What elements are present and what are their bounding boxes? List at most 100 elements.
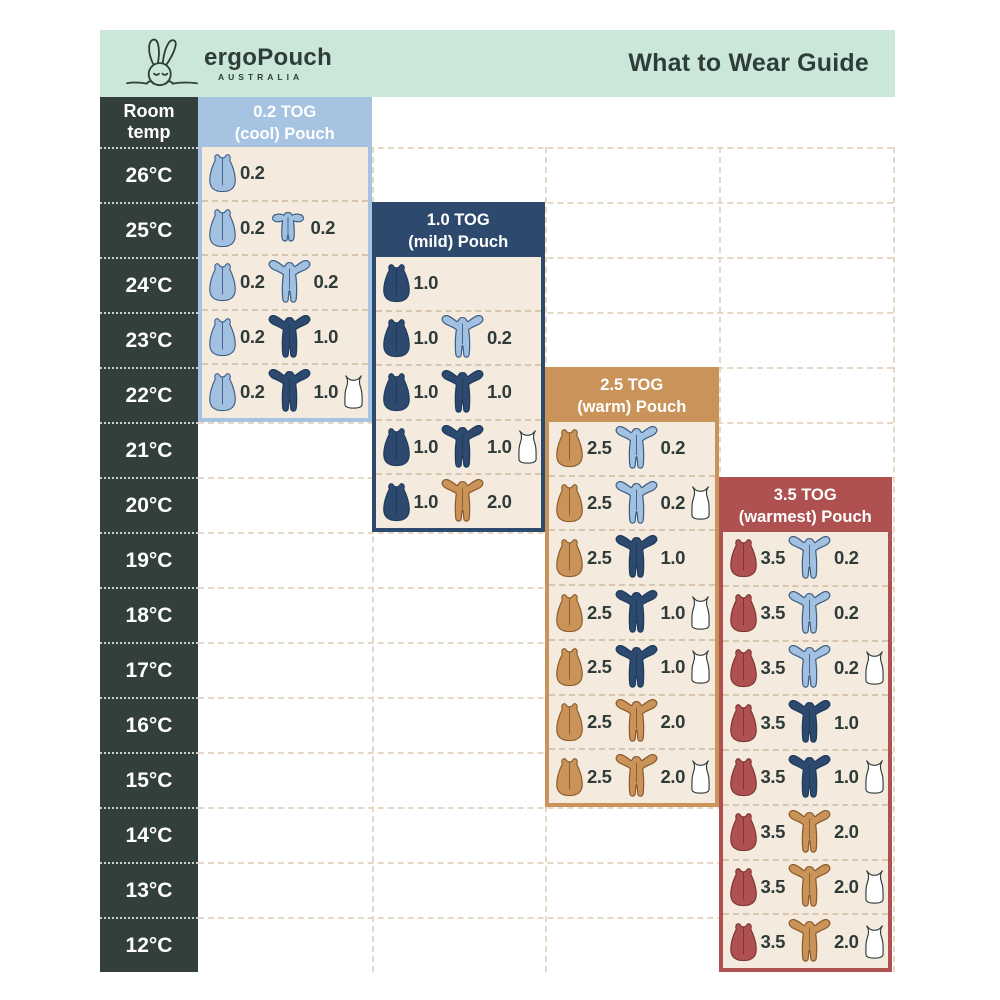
guide-row-3-5-tog-12c: 3.5 2.0 [722,913,888,968]
room-temp-header: Room temp [123,101,175,142]
top-header-bar: ergoPouch AUSTRALIA What to Wear Guide [100,30,895,97]
tog-value: 0.2 [834,602,859,624]
onesie-icon [614,590,659,635]
pouch-icon [207,370,238,414]
singlet-icon [861,868,888,906]
pouch-icon [381,480,412,524]
guide-row-3-5-tog-13c: 3.5 2.0 [722,858,888,914]
room-temp-14c: 14°C [100,807,198,862]
tog-value: 0.2 [660,492,686,514]
guide-row-1-0-tog-23c: 1.0 0.2 [375,309,541,365]
room-temp-23c: 23°C [100,312,198,367]
pouch-icon [207,151,238,195]
tog-value: 3.5 [760,656,786,678]
onesie-icon [614,425,659,471]
tog-value: 1.0 [413,326,439,348]
guide-row-1-0-tog-21c: 1.0 1.0 [375,418,541,474]
singlet-icon [687,648,714,686]
pouch-icon [381,316,412,360]
pouch-icon [728,591,759,635]
onesie-icon [440,369,485,415]
tog-value: 1.0 [834,766,859,788]
tog-value: 0.2 [834,656,859,678]
singlet-icon [861,758,888,796]
tog-value: 2.5 [587,546,612,568]
tog-value: 2.5 [587,765,612,787]
tog-value: 2.5 [587,656,612,678]
guide-row-2-5-tog-17c: 2.5 1.0 [549,638,715,694]
tog-value: 0.2 [310,216,336,238]
onesie-icon [614,754,659,799]
tog-value: 0.2 [240,216,265,238]
onesie-icon [440,479,485,524]
guide-row-3-5-tog-15c: 3.5 1.0 [722,749,888,804]
panel-0-2-tog: 0.2 TOG (cool) Pouch 0.2 0.2 0.2 0.2 0.2 … [198,97,372,422]
tog-value: 1.0 [313,380,339,402]
guide-row-3-5-tog-19c: 3.5 0.2 [723,532,889,585]
panel-header-0-2-tog: 0.2 TOG (cool) Pouch [202,101,368,147]
tog-value: 1.0 [413,272,439,294]
guide-row-2-5-tog-21c: 2.5 0.2 [549,422,715,475]
tog-value: 0.2 [240,380,265,402]
tog-value: 2.0 [487,490,512,512]
tog-value: 2.5 [587,492,612,514]
tog-value: 2.0 [834,821,859,843]
onesie-icon [614,644,659,690]
guide-row-0-2-tog-26c: 0.2 [202,147,368,200]
onesie-icon [440,424,485,470]
singlet-icon [687,594,714,632]
pouch-icon [554,591,585,635]
tog-value: 1.0 [413,436,439,458]
tog-value: 0.2 [240,271,265,293]
tog-value: 2.5 [587,437,612,459]
singlet-icon [861,649,888,687]
tog-value: 1.0 [313,326,339,348]
onesie-icon [787,754,832,800]
bunny-logo-icon [124,36,200,91]
guide-row-0-2-tog-24c: 0.2 0.2 [202,254,368,309]
guide-row-3-5-tog-14c: 3.5 2.0 [722,803,888,859]
onesie-icon [440,315,485,360]
pouch-icon [728,646,759,690]
tog-value: 2.0 [660,710,686,732]
room-temp-24c: 24°C [100,257,198,312]
tog-value: 0.2 [240,162,265,184]
guide-row-2-5-tog-15c: 2.5 2.0 [549,748,715,803]
pouch-icon [554,645,585,689]
panel-tog-label: 1.0 TOG [426,210,490,229]
tog-value: 3.5 [760,930,786,952]
pouch-icon [728,755,759,799]
room-temp-13c: 13°C [100,862,198,917]
guide-row-0-2-tog-23c: 0.2 1.0 [202,308,368,364]
tog-value: 3.5 [760,602,786,624]
room-temp-21c: 21°C [100,422,198,477]
tog-value: 3.5 [760,821,786,843]
panel-header-3-5-tog: 3.5 TOG (warmest) Pouch [722,481,888,532]
guide-row-2-5-tog-20c: 2.5 0.2 [549,474,715,530]
onesie-icon [267,259,312,305]
guide-row-1-0-tog-24c: 1.0 [376,257,542,310]
room-temp-12c: 12°C [100,917,198,972]
room-temp-20c: 20°C [100,477,198,532]
panel-tog-label: 2.5 TOG [600,375,664,394]
tog-value: 1.0 [487,436,512,458]
onesie-icon [787,590,832,636]
pouch-icon [728,536,759,580]
room-temp-column: Room temp 26°C 25°C 24°C 23°C 22°C 21°C 20°C 19… [100,97,198,972]
room-temp-15c: 15°C [100,752,198,807]
onesie-icon [614,535,659,580]
panel-warmth-label: (cool) Pouch [234,125,335,143]
onesie-icon [787,645,832,690]
tog-value: 2.0 [834,875,859,897]
room-temp-18c: 18°C [100,587,198,642]
onesie-icon [614,699,659,744]
page-title: What to Wear Guide [628,49,869,77]
pouch-icon [554,755,585,799]
room-temp-rows: 26°C 25°C 24°C 23°C 22°C 21°C 20°C 19°C 18°C 17°C… [100,147,198,972]
guide-row-1-0-tog-20c: 1.0 2.0 [375,473,541,528]
guide-row-3-5-tog-16c: 3.5 1.0 [722,694,888,749]
pouch-icon [207,260,238,304]
panel-2-5-tog: 2.5 TOG (warm) Pouch 2.5 0.2 2.5 0.2 2.5 … [545,367,719,807]
panel-1-0-tog: 1.0 TOG (mild) Pouch 1.0 1.0 0.2 1.0 1.0 … [371,202,545,532]
